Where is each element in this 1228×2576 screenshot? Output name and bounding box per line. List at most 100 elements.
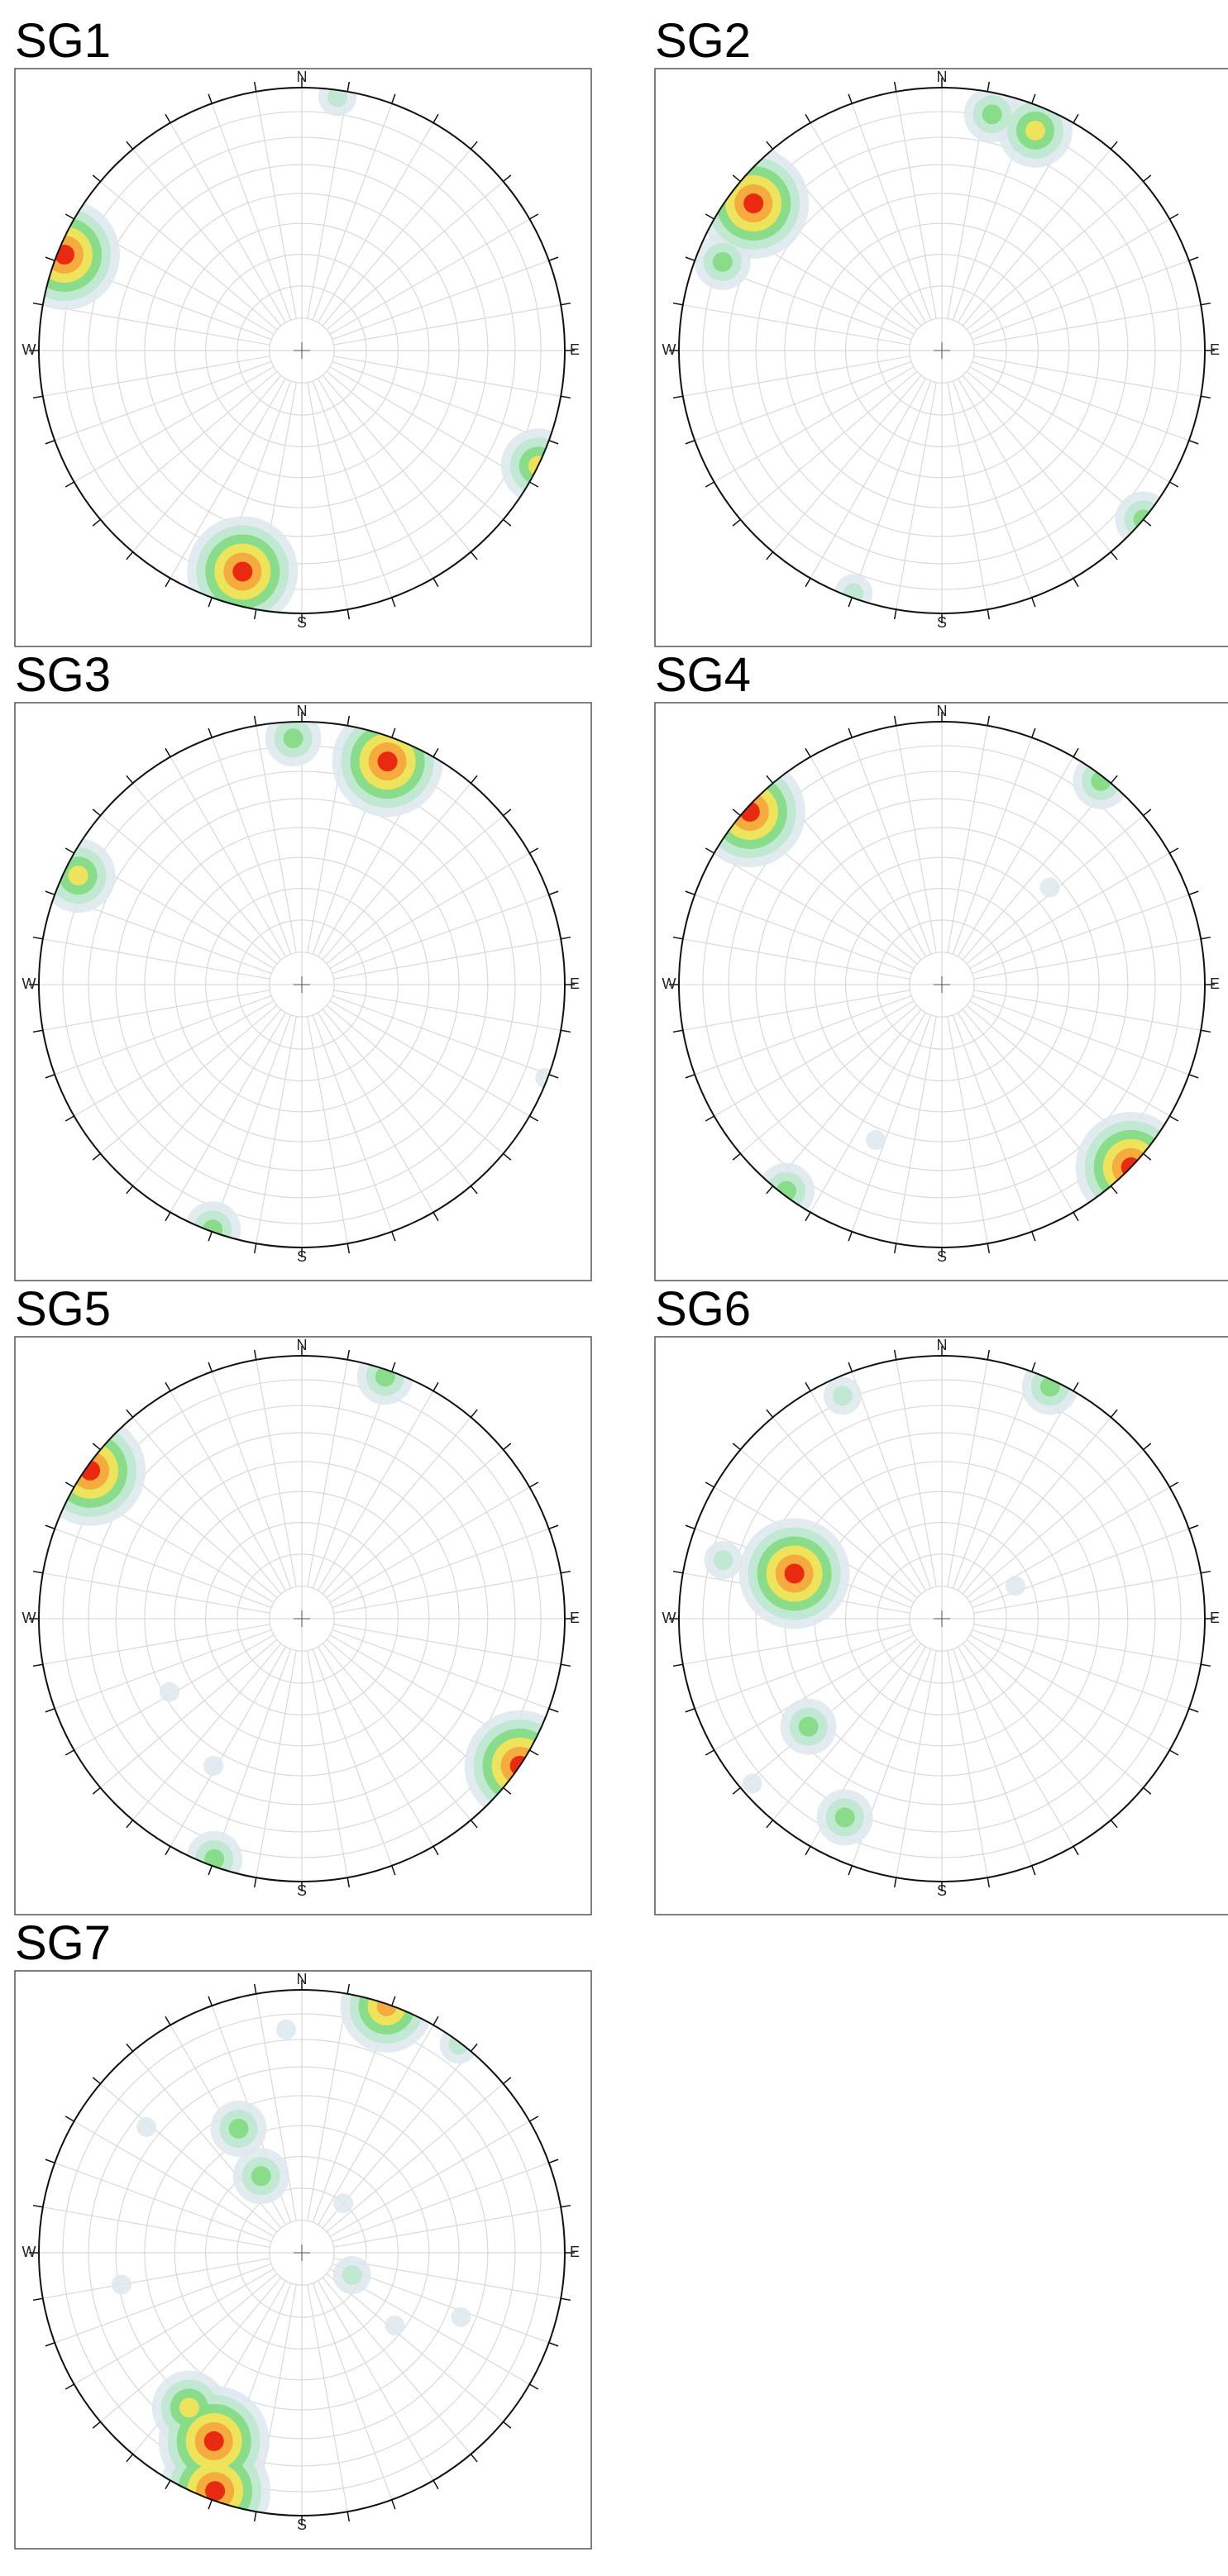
- net-tick: [548, 256, 559, 261]
- net-tick: [1110, 141, 1118, 150]
- net-tick: [805, 1846, 811, 1856]
- grid-radial: [256, 1993, 297, 2221]
- net-tick: [165, 578, 171, 588]
- grid-radial: [132, 783, 282, 961]
- grid-radial: [326, 370, 504, 520]
- net-tick: [470, 141, 478, 150]
- grid-radial: [958, 1012, 1074, 1213]
- net-tick: [848, 597, 853, 608]
- density-contours: [704, 1358, 1078, 1846]
- stereonet-panel: SG6 N E S W: [654, 1282, 1228, 1915]
- direction-label: N: [937, 69, 948, 85]
- direction-label: S: [297, 2516, 307, 2533]
- stereonet-panel: SG3 N E S W: [14, 648, 592, 1281]
- grid-radial: [211, 103, 292, 321]
- net-tick: [45, 1524, 55, 1529]
- grid-radial: [714, 366, 915, 483]
- grid-radial: [694, 894, 912, 975]
- density-contour: [179, 2397, 199, 2418]
- net-tick: [92, 1787, 101, 1795]
- net-tick: [432, 747, 439, 757]
- grid-radial: [896, 725, 937, 953]
- direction-label: E: [570, 976, 580, 992]
- panel-frame: [14, 1970, 592, 2550]
- net-tick: [1201, 1029, 1211, 1033]
- net-tick: [893, 1877, 897, 1888]
- grid-radial: [326, 181, 504, 331]
- net-tick: [1110, 551, 1118, 561]
- grid-radial: [132, 1417, 282, 1595]
- grid-radial: [973, 1572, 1202, 1614]
- density-contour: [333, 2193, 354, 2214]
- grid-radial: [962, 1417, 1111, 1595]
- net-tick: [672, 1570, 683, 1574]
- panel-title: SG6: [655, 1282, 751, 1336]
- net-tick: [32, 1663, 43, 1667]
- grid-radial: [810, 1012, 926, 1213]
- net-tick: [848, 727, 853, 738]
- net-tick: [672, 395, 683, 399]
- net-tick: [126, 1409, 134, 1418]
- grid-radial: [307, 382, 348, 610]
- grid-radial: [332, 1629, 550, 1710]
- grid-radial: [962, 149, 1111, 327]
- grid-radial: [322, 374, 471, 552]
- net-tick: [92, 809, 101, 817]
- net-tick: [503, 2077, 512, 2085]
- grid-radial: [958, 378, 1074, 579]
- grid-radial: [332, 260, 550, 341]
- net-tick: [208, 597, 213, 608]
- net-tick: [32, 1029, 43, 1033]
- net-tick: [529, 2116, 539, 2122]
- grid-radial: [896, 1650, 937, 1878]
- net-tick: [805, 113, 811, 123]
- net-tick: [391, 2499, 396, 2510]
- grid-radial: [958, 1646, 1074, 1847]
- grid-radial: [307, 91, 348, 319]
- net-tick: [1073, 1381, 1079, 1391]
- net-tick: [548, 440, 559, 445]
- grid-radial: [329, 852, 530, 969]
- grid-radial: [307, 1359, 348, 1587]
- net-tick: [1110, 1409, 1118, 1418]
- grid-radial: [329, 1000, 530, 1117]
- net-tick: [503, 1787, 512, 1795]
- density-contour: [742, 1773, 762, 1794]
- grid-radial: [54, 2263, 272, 2344]
- net-tick: [391, 93, 396, 104]
- grid-radial: [772, 374, 922, 552]
- net-tick: [65, 213, 74, 220]
- grid-radial: [318, 122, 434, 323]
- net-tick: [529, 1481, 539, 1488]
- grid-radial: [810, 122, 926, 323]
- net-tick: [805, 1381, 811, 1391]
- grid-radial: [42, 1624, 270, 1665]
- grid-radial: [170, 1391, 286, 1591]
- grid-radial: [952, 1371, 1033, 1589]
- grid-radial: [211, 1014, 292, 1233]
- grid-radial: [318, 2280, 434, 2481]
- net-tick: [1188, 1524, 1199, 1529]
- grid-radial: [333, 1572, 561, 1614]
- grid-radial: [42, 990, 270, 1031]
- grid-radial: [333, 304, 561, 346]
- stereonet-panel: SG1 N E S W: [14, 14, 592, 647]
- net-tick: [1110, 1185, 1118, 1195]
- density-contour: [713, 1550, 733, 1571]
- net-grid: [39, 722, 565, 1247]
- net-tick: [732, 1787, 741, 1795]
- grid-radial: [42, 2206, 270, 2248]
- grid-radial: [170, 122, 286, 323]
- direction-label: S: [937, 614, 947, 631]
- grid-radial: [973, 355, 1202, 397]
- net-tick: [503, 2421, 512, 2429]
- density-contour: [798, 1716, 819, 1737]
- grid-radial: [969, 218, 1170, 335]
- panel-frame: [14, 68, 592, 647]
- net-tick: [391, 727, 396, 738]
- grid-radial: [962, 374, 1111, 552]
- grid-radial: [969, 366, 1170, 483]
- grid-radial: [322, 1643, 471, 1820]
- grid-radial: [318, 1391, 434, 1591]
- grid-radial: [322, 1009, 471, 1186]
